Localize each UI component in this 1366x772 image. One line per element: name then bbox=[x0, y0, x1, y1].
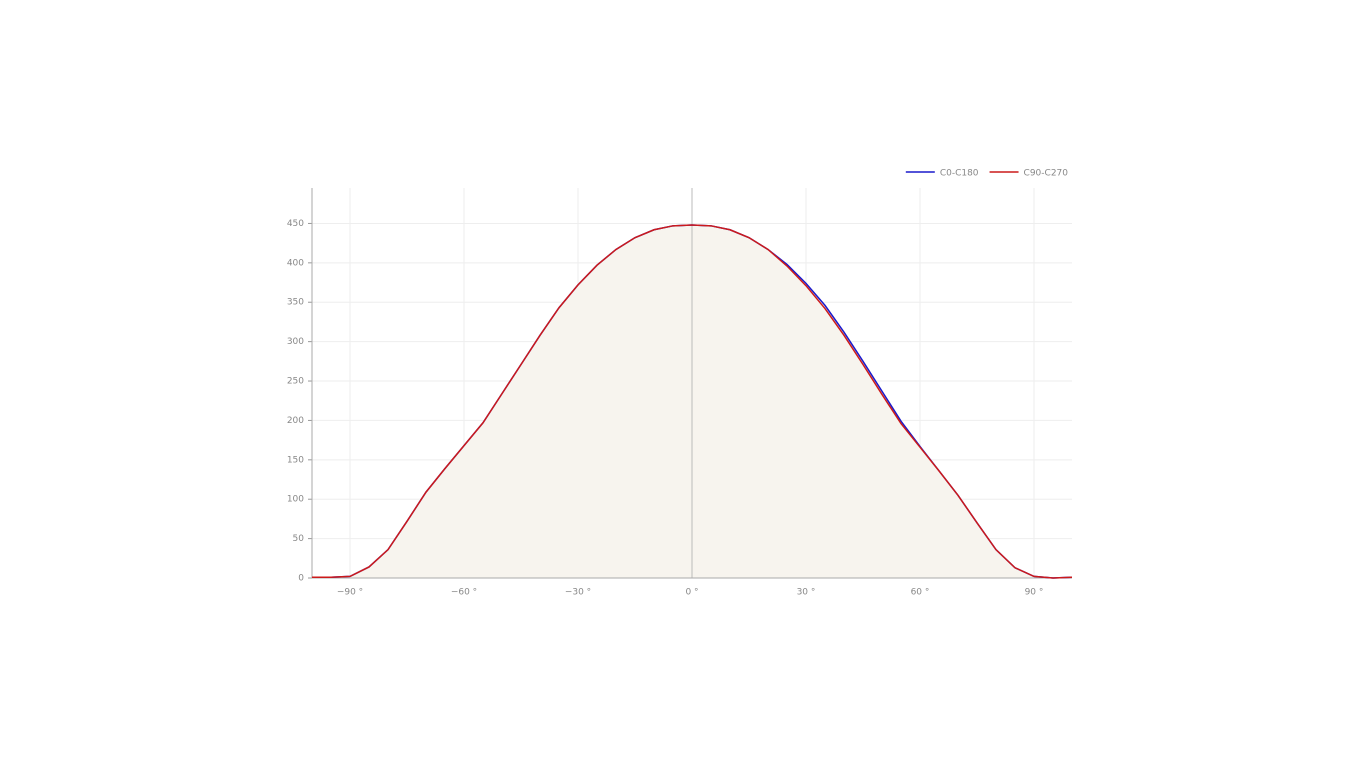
y-tick-label: 50 bbox=[293, 534, 305, 544]
x-tick-label: −90 ° bbox=[337, 588, 363, 598]
x-tick-label: 60 ° bbox=[911, 588, 930, 598]
legend-label: C90-C270 bbox=[1024, 169, 1069, 179]
y-tick-label: 350 bbox=[287, 298, 304, 308]
y-tick-label: 400 bbox=[287, 258, 304, 268]
line bbox=[312, 224, 1073, 579]
y-tick-label: 300 bbox=[287, 337, 304, 347]
x-tick-label: −30 ° bbox=[565, 588, 591, 598]
y-tick-label: 250 bbox=[287, 377, 304, 387]
y-tick-label: 150 bbox=[287, 455, 304, 465]
y-tick-label: 0 bbox=[298, 574, 304, 584]
y-tick-label: 200 bbox=[287, 416, 304, 426]
x-tick-label: −60 ° bbox=[451, 588, 477, 598]
y-tick-label: 100 bbox=[287, 495, 304, 505]
x-tick-label: 0 ° bbox=[685, 588, 698, 598]
y-tick-label: 450 bbox=[287, 219, 304, 229]
x-tick-label: 90 ° bbox=[1025, 588, 1044, 598]
x-tick-label: 30 ° bbox=[797, 588, 816, 598]
legend-label: C0-C180 bbox=[940, 169, 979, 179]
